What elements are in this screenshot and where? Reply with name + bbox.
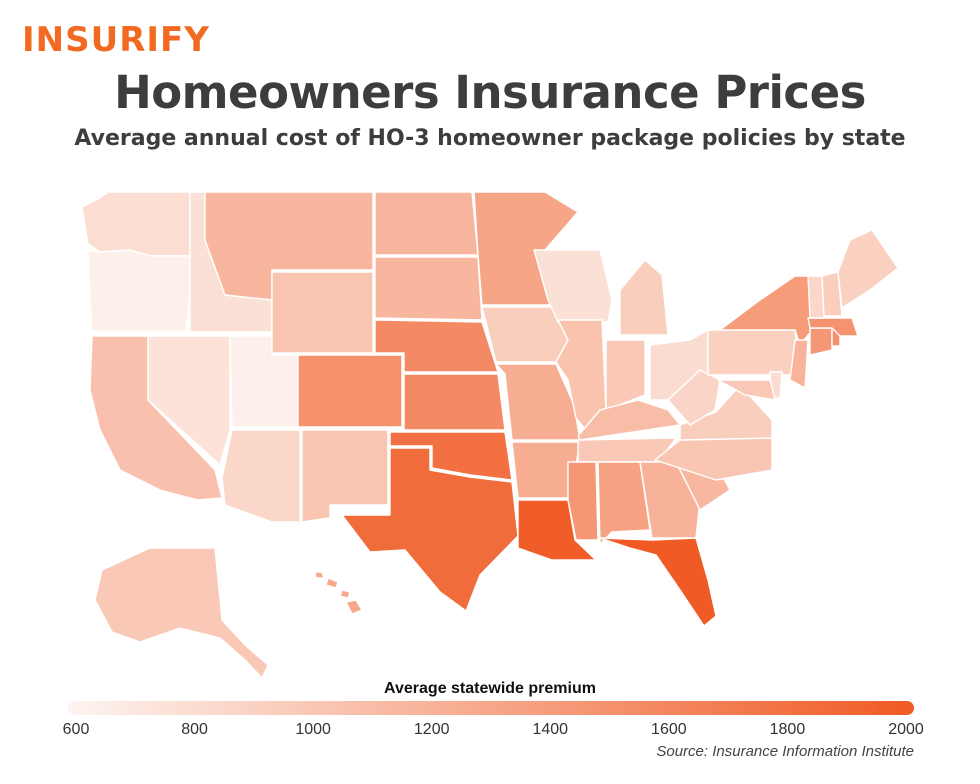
- legend-tick-label: 1600: [651, 721, 687, 738]
- state-ok: [389, 431, 513, 481]
- state-ks: [403, 373, 506, 431]
- state-sd: [374, 256, 483, 321]
- state-wy: [271, 271, 374, 354]
- state-nc: [654, 437, 773, 481]
- state-pa: [707, 329, 801, 376]
- state-fl: [599, 537, 717, 627]
- source-note: Source: Insurance Information Institute: [656, 743, 914, 760]
- legend-tick-label: 1400: [532, 721, 569, 738]
- state-me: [837, 229, 899, 309]
- legend-title: Average statewide premium: [384, 680, 596, 697]
- state-wi: [533, 249, 613, 323]
- state-ak: [94, 547, 269, 679]
- state-nh: [821, 271, 843, 317]
- state-nj: [789, 339, 809, 389]
- state-az: [221, 429, 301, 523]
- legend-tick-label: 1200: [413, 721, 450, 738]
- legend-tick-label: 600: [62, 721, 90, 738]
- state-mi: [619, 259, 669, 336]
- state-co: [297, 354, 403, 428]
- state-ne: [374, 319, 499, 373]
- state-wv: [667, 369, 721, 426]
- state-nm: [301, 429, 389, 523]
- insurify-logo: INSURIFY: [22, 20, 210, 60]
- state-ms: [567, 461, 599, 541]
- state-or: [87, 249, 191, 332]
- state-tx: [341, 447, 519, 612]
- legend-color-bar: [68, 701, 914, 715]
- legend-tick-label: 2000: [888, 721, 924, 738]
- state-va: [679, 384, 773, 441]
- legend-tick-label: 800: [181, 721, 208, 738]
- state-il: [555, 319, 607, 436]
- state-al: [597, 461, 651, 545]
- state-ma: [807, 317, 859, 337]
- page-title: Homeowners Insurance Prices: [114, 66, 866, 119]
- state-nd: [374, 191, 479, 256]
- state-in: [605, 339, 646, 411]
- state-nv: [147, 335, 231, 466]
- state-vt: [807, 275, 825, 319]
- state-wa: [81, 191, 191, 257]
- page-subtitle: Average annual cost of HO-3 homeowner pa…: [74, 126, 906, 151]
- legend-tick-label: 1800: [769, 721, 806, 738]
- state-md: [717, 379, 776, 401]
- legend-tick-label: 1000: [295, 721, 331, 738]
- state-hi: [314, 571, 363, 615]
- state-ct: [809, 327, 833, 356]
